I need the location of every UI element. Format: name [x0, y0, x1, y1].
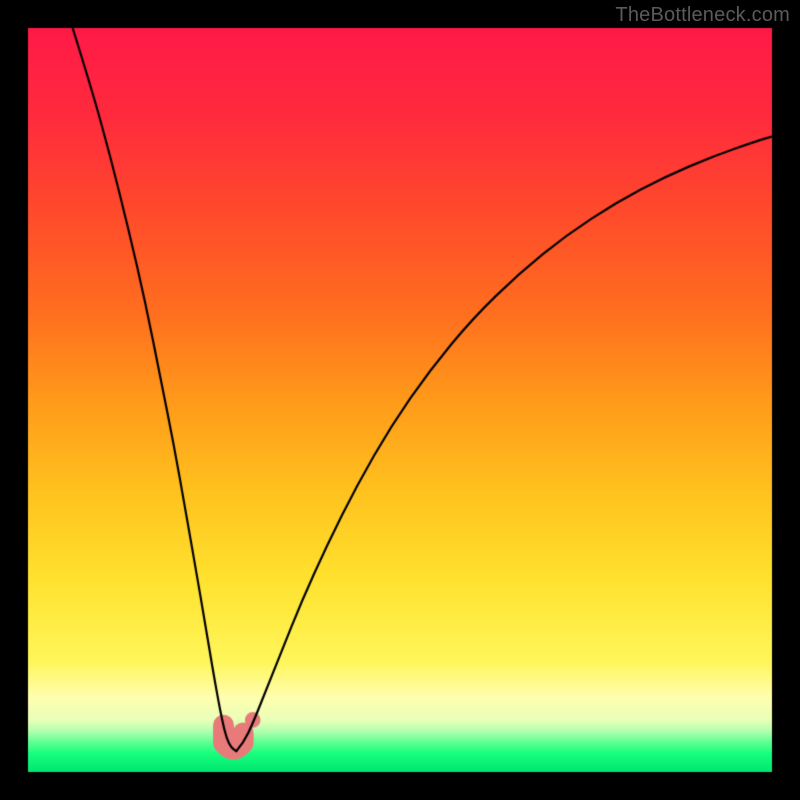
watermark-text: TheBottleneck.com [615, 4, 790, 27]
chart-root: TheBottleneck.com [0, 0, 800, 800]
curves-canvas [0, 0, 800, 800]
